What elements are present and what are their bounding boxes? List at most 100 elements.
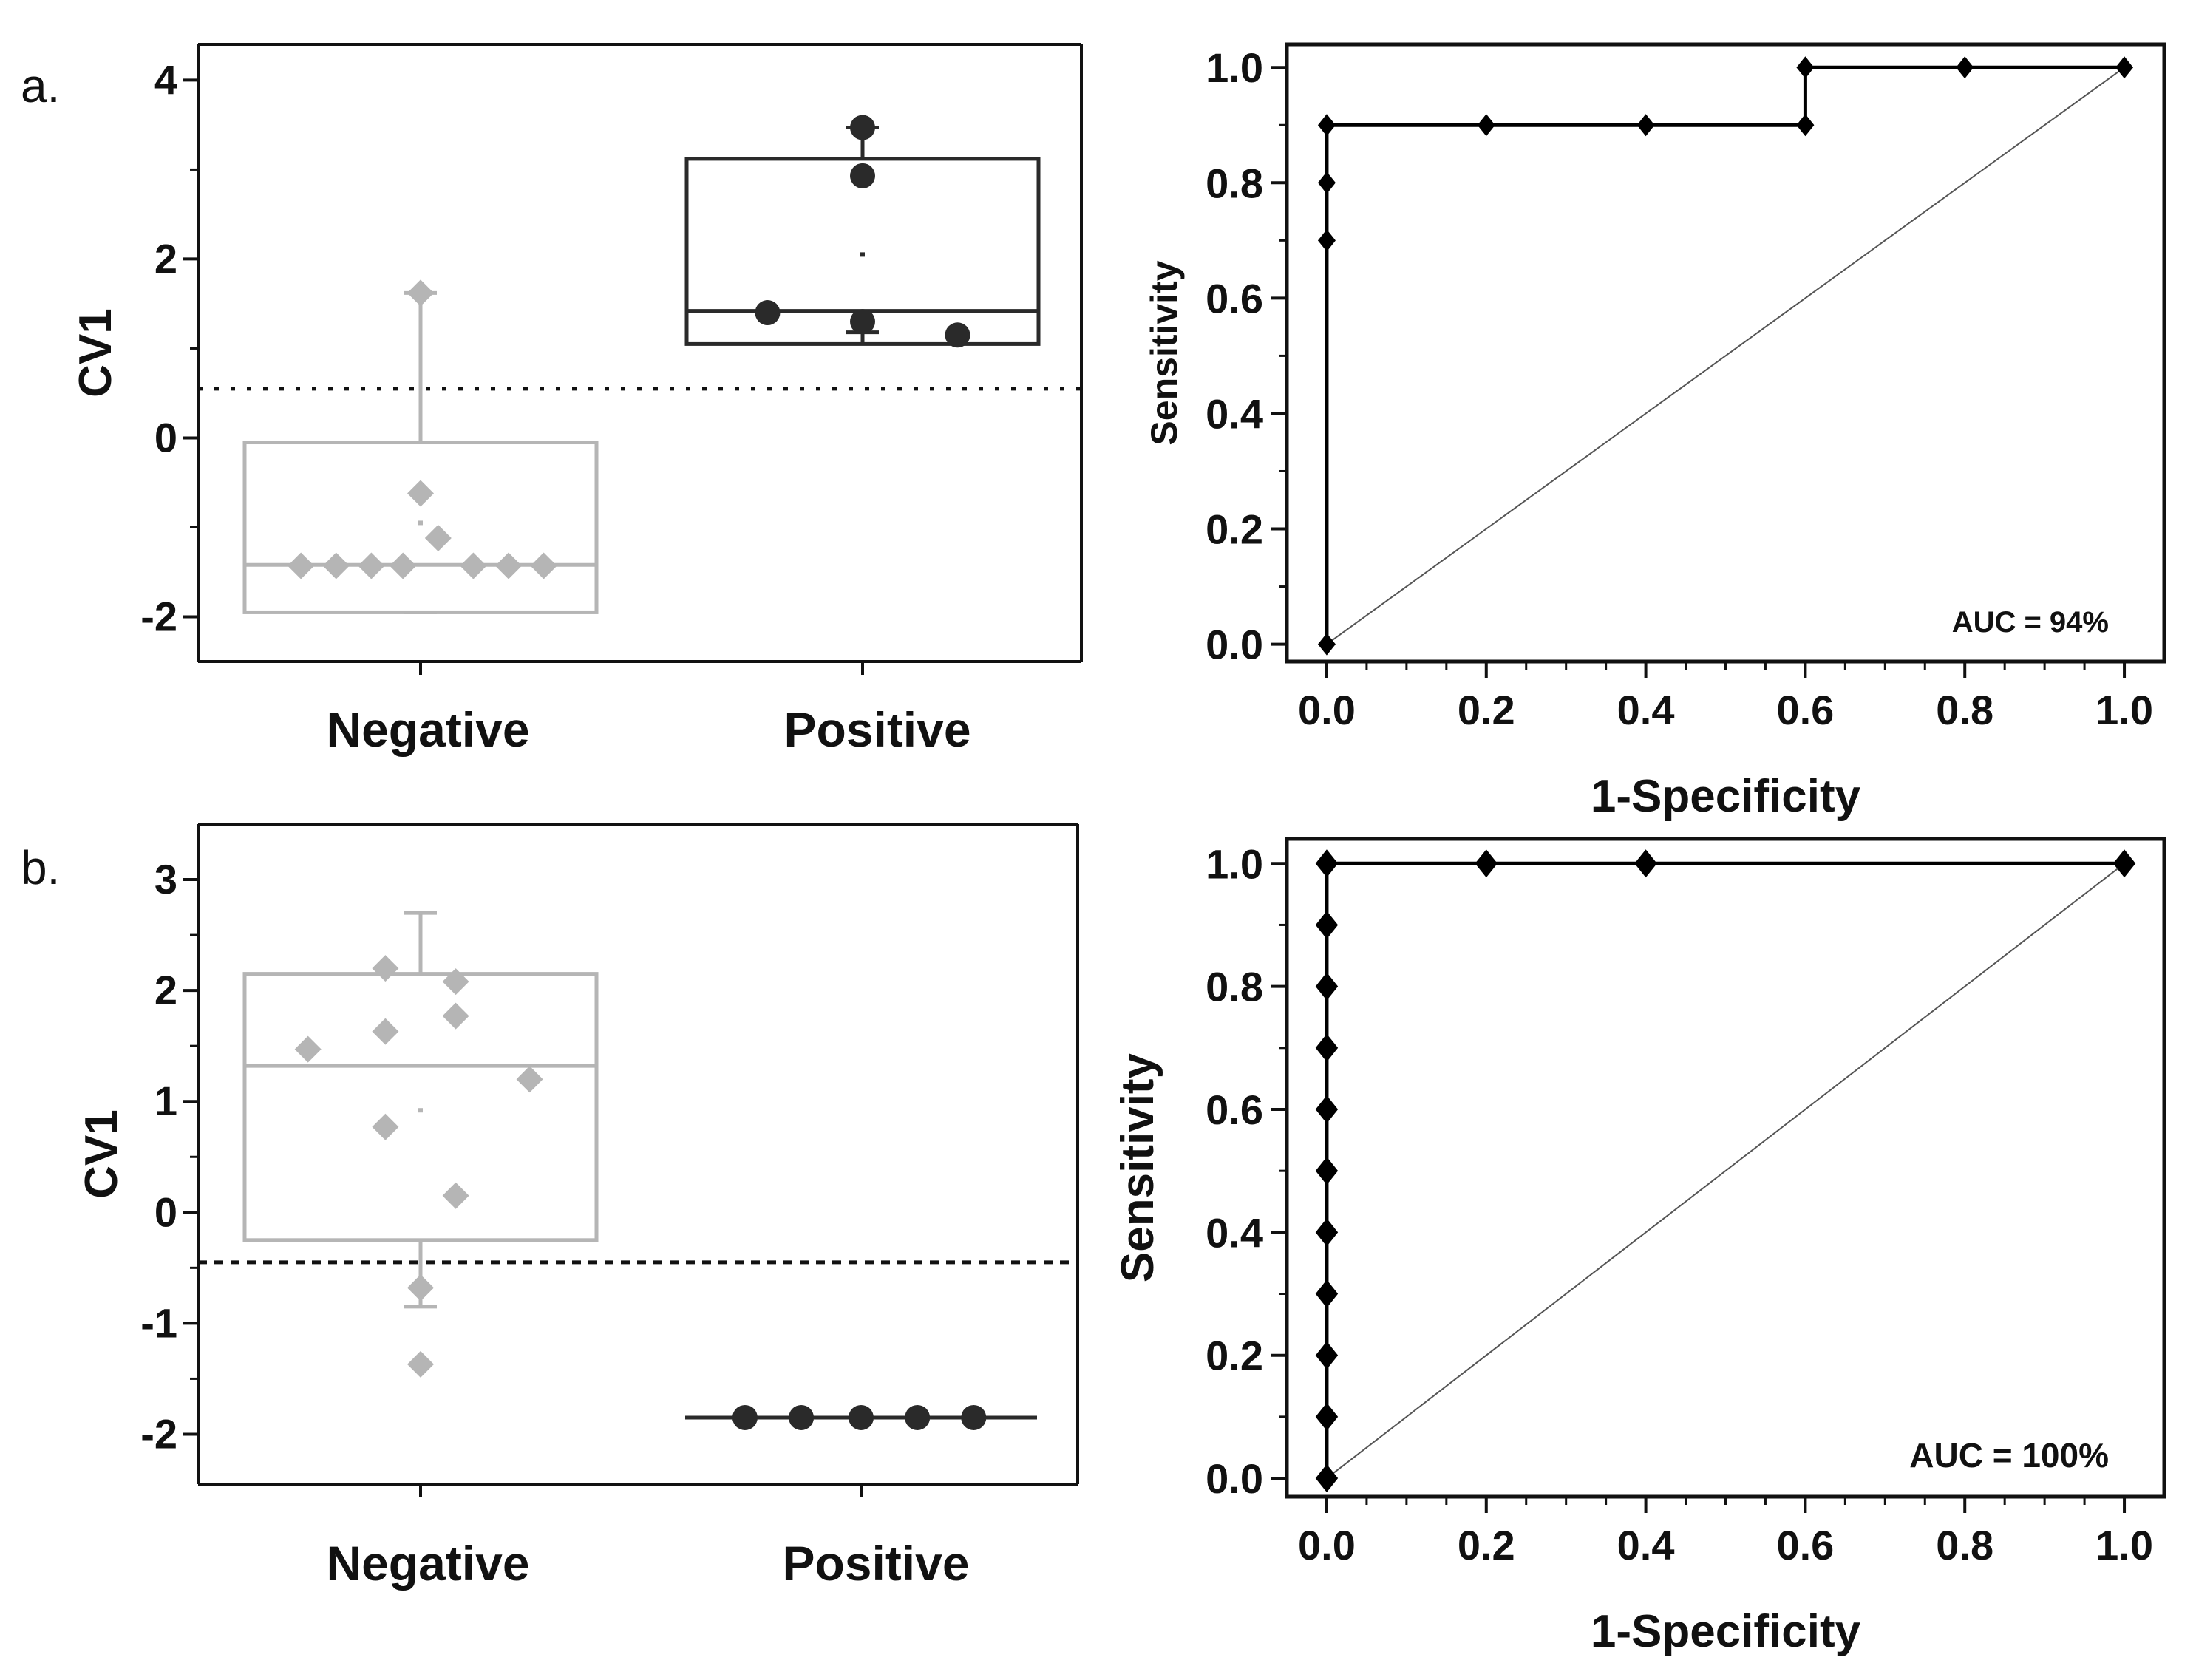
x-category-label: Positive	[783, 702, 970, 757]
data-point-negative	[407, 279, 434, 307]
data-point-positive	[961, 1404, 987, 1430]
roc-point	[1634, 849, 1657, 878]
data-point-negative	[358, 552, 385, 579]
data-point-negative	[442, 968, 469, 996]
roc-point	[1477, 114, 1495, 137]
chart-b-roc: 0.0 0.2 0.4 0.6 0.8 1.0 0.0 0.2 0.4 0.6 0.8 1.0 1-Sp…	[1112, 837, 2166, 1657]
data-point-negative	[516, 1066, 543, 1093]
data-point-negative	[390, 552, 417, 579]
roc-point	[1315, 1464, 1339, 1493]
x-axis-label: 1-Specificity	[1591, 771, 1861, 822]
roc-point	[1315, 1402, 1339, 1431]
roc-point	[1315, 1218, 1339, 1247]
roc-point	[1317, 229, 1336, 252]
x-category-label: Negative	[326, 702, 529, 757]
roc-point	[1796, 56, 1815, 79]
data-point-negative	[372, 1018, 399, 1045]
y-axis-label: CV1	[76, 1109, 127, 1199]
x-tick-label: 0.8	[1936, 687, 1993, 733]
x-tick-label: 0.8	[1936, 1522, 1993, 1568]
y-tick-label: 0.8	[1206, 964, 1263, 1010]
y-tick-label: 0	[154, 1188, 177, 1235]
x-category-label: Negative	[326, 1536, 529, 1591]
x-category-label: Positive	[782, 1536, 969, 1591]
roc-point	[1315, 1095, 1339, 1123]
chart-a-box: -2 0 2 4 CV1 Negative Positive	[70, 43, 1083, 757]
roc-point	[1315, 849, 1339, 878]
data-point-positive	[789, 1404, 815, 1430]
data-point-positive	[945, 322, 970, 348]
data-point-positive	[905, 1404, 931, 1430]
y-tick-label: 0.0	[1206, 622, 1263, 668]
roc-point	[1317, 171, 1336, 194]
data-point-negative	[288, 552, 315, 579]
data-point-negative	[424, 525, 452, 551]
data-point-negative	[294, 1035, 322, 1063]
data-point-negative	[322, 552, 350, 579]
roc-point	[1796, 114, 1815, 137]
diagonal-reference-line	[1326, 67, 2125, 645]
data-point-negative	[407, 480, 434, 507]
y-tick-label: 1.0	[1206, 44, 1263, 91]
box-mean	[418, 520, 423, 526]
data-point-negative	[372, 1113, 399, 1140]
x-tick-label: 1.0	[2095, 687, 2153, 733]
y-axis-label: Sensitivity	[1143, 260, 1185, 445]
y-tick-label: 1.0	[1206, 840, 1263, 887]
x-tick-label: 1.0	[2095, 1522, 2153, 1568]
roc-point	[1315, 1341, 1339, 1370]
data-point-positive	[850, 163, 875, 188]
box-mean	[860, 252, 865, 257]
roc-point	[1315, 972, 1339, 1001]
y-tick-label: -1	[140, 1299, 177, 1346]
roc-point	[2112, 849, 2136, 878]
y-tick-label: 0.4	[1206, 1209, 1263, 1256]
roc-point	[1636, 114, 1655, 137]
x-tick-label: 0.4	[1617, 1522, 1675, 1568]
y-tick-label: 3	[154, 856, 177, 902]
data-point-negative	[442, 1182, 469, 1209]
x-tick-label: 0.0	[1298, 687, 1356, 733]
data-point-positive	[732, 1404, 758, 1430]
y-tick-label: 0.6	[1206, 1086, 1263, 1133]
y-axis-label: CV1	[70, 308, 121, 398]
data-point-positive	[755, 300, 781, 326]
y-tick-label: -2	[140, 1410, 177, 1457]
auc-annotation: AUC = 100%	[1909, 1436, 2109, 1475]
box-iqr	[242, 972, 599, 1242]
x-tick-label: 0.2	[1458, 687, 1515, 733]
plot-frame	[1285, 837, 2166, 1499]
data-point-positive	[849, 1404, 874, 1430]
panel-label-a: a.	[21, 59, 60, 112]
data-point-negative	[530, 552, 557, 579]
y-tick-label: 2	[154, 967, 177, 1013]
y-tick-label: 2	[154, 235, 177, 282]
data-point-negative	[407, 1274, 434, 1302]
roc-point	[1475, 849, 1498, 878]
data-point-positive	[850, 115, 875, 140]
chart-a-roc: 0.0 0.2 0.4 0.6 0.8 1.0 0.0 0.2 0.4 0.6 0.8 1.0 1-Sp…	[1143, 42, 2166, 822]
roc-point	[2115, 56, 2134, 79]
box-iqr	[684, 157, 1041, 346]
box-mean	[418, 1108, 423, 1113]
roc-point	[1317, 114, 1336, 137]
roc-point	[1315, 1157, 1339, 1186]
x-tick-label: 0.6	[1776, 687, 1834, 733]
panel-label-b: b.	[21, 841, 60, 894]
y-tick-label: 0.2	[1206, 506, 1263, 553]
y-axis-label: Sensitivity	[1112, 1052, 1163, 1282]
x-tick-label: 0.4	[1617, 687, 1675, 733]
data-point-negative	[442, 1002, 469, 1030]
y-tick-label: 0.0	[1206, 1455, 1263, 1502]
roc-point	[1315, 911, 1339, 939]
roc-point	[1315, 1033, 1339, 1062]
y-tick-label: 0.8	[1206, 160, 1263, 206]
data-point-negative	[372, 955, 399, 982]
roc-curve	[1325, 65, 2125, 645]
roc-point	[1956, 56, 1974, 79]
y-tick-label: 0.2	[1206, 1333, 1263, 1379]
auc-annotation: AUC = 94%	[1952, 606, 2109, 639]
data-point-positive	[850, 309, 875, 335]
x-tick-label: 0.0	[1298, 1522, 1356, 1568]
